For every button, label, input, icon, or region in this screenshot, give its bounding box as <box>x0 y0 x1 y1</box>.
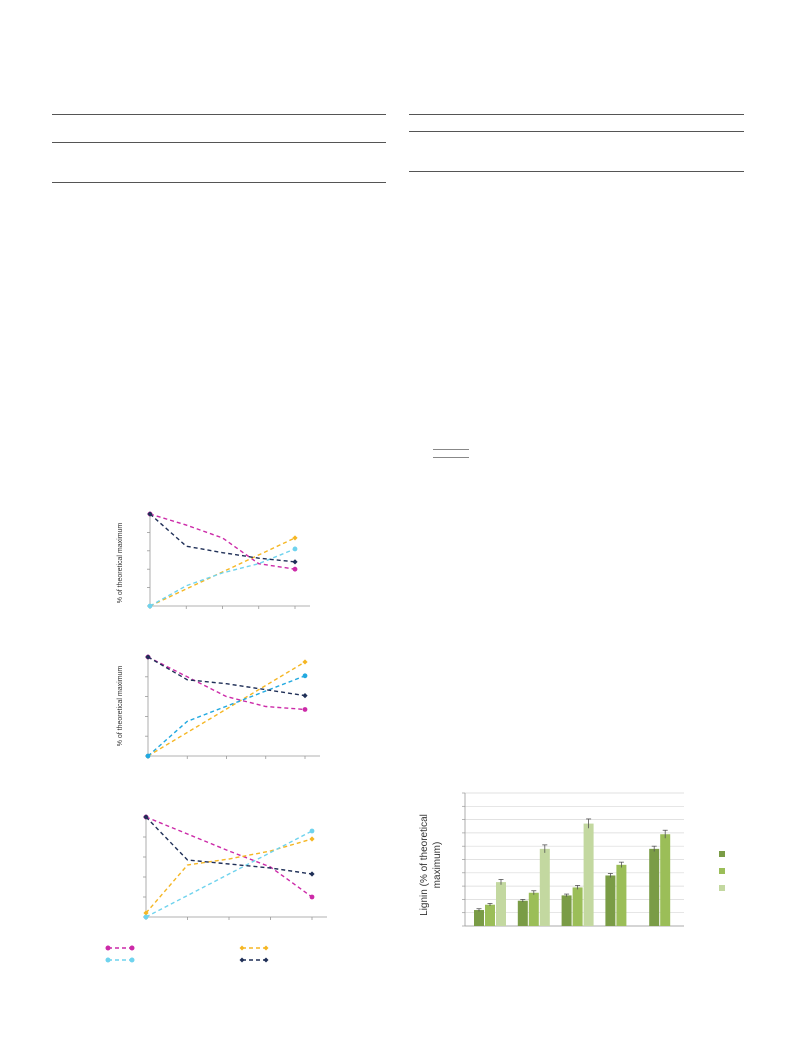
right-table-top-rule <box>409 114 744 115</box>
data-point-orange <box>292 535 298 541</box>
series-line-navy <box>145 816 313 875</box>
series-line-orange <box>145 838 313 914</box>
data-point-orange <box>302 659 308 665</box>
bar <box>496 882 506 926</box>
data-point-cyan2 <box>302 673 308 679</box>
series-line-navy <box>147 656 306 697</box>
series-line-cyan <box>145 830 313 918</box>
legend-item-magenta <box>105 945 135 951</box>
data-point-navy <box>302 693 308 699</box>
data-point-navy <box>145 654 151 660</box>
bar-chart-ylabel-line2: maximum) <box>432 842 443 889</box>
line-chart-2-ylabel: % of theoretical maximum <box>117 666 124 747</box>
legend-item-cyan <box>105 957 135 963</box>
line-chart-1-ylabel: % of theoretical maximum <box>117 523 124 604</box>
data-point-cyan <box>292 546 298 552</box>
series-line-orange <box>147 661 306 757</box>
short-rule-upper <box>433 449 469 450</box>
data-point-orange <box>309 836 315 842</box>
data-point-magenta <box>302 707 308 712</box>
bar <box>649 848 660 926</box>
bar <box>517 900 528 926</box>
series-line-magenta <box>147 656 306 711</box>
series-line-cyan <box>149 548 296 607</box>
bar-legend-swatch-1 <box>719 851 725 857</box>
line-chart-3 <box>143 814 327 920</box>
data-point-cyan <box>143 914 149 920</box>
bar <box>605 875 616 926</box>
bar <box>660 834 671 926</box>
left-table-header-rule <box>52 142 386 143</box>
bar <box>561 895 572 926</box>
bar <box>572 887 583 926</box>
series-line-navy <box>149 513 296 563</box>
data-point-navy <box>147 511 153 517</box>
bar-legend-swatch-3 <box>719 885 725 891</box>
series-line-magenta <box>145 816 313 898</box>
data-point-magenta <box>292 566 298 572</box>
right-table-header-rule <box>409 131 744 132</box>
series-line-cyan2 <box>147 675 306 757</box>
bar <box>616 864 627 926</box>
left-table-top-rule <box>52 114 386 115</box>
bar <box>485 904 495 926</box>
line-chart-2: % of theoretical maximum <box>117 654 320 759</box>
bar <box>583 823 594 926</box>
series-line-magenta <box>149 513 296 570</box>
legend-item-navy <box>239 957 269 963</box>
data-point-navy <box>143 814 149 820</box>
left-table-bottom-rule <box>52 182 386 183</box>
bar-legend-swatch-2 <box>719 868 725 874</box>
bar <box>539 848 550 926</box>
data-point-navy <box>309 871 315 877</box>
data-point-magenta <box>309 894 315 900</box>
bar-chart-ylabel-line1: Lignin (% of theoretical <box>419 814 430 916</box>
data-point-orange <box>143 910 149 916</box>
line-chart-1: % of theoretical maximum <box>117 511 310 609</box>
short-rule-lower <box>433 457 469 458</box>
data-point-cyan <box>147 603 153 609</box>
data-point-cyan <box>309 828 315 834</box>
lignin-bar-chart: Lignin (% of theoretical maximum) <box>419 792 684 927</box>
legend-item-orange <box>239 945 269 951</box>
data-point-navy <box>292 559 298 565</box>
right-table-bottom-rule <box>409 171 744 172</box>
bar <box>474 910 484 926</box>
bar <box>528 892 539 926</box>
series-line-orange <box>149 537 296 607</box>
data-point-cyan2 <box>145 753 151 759</box>
line-chart-legend <box>105 945 269 963</box>
